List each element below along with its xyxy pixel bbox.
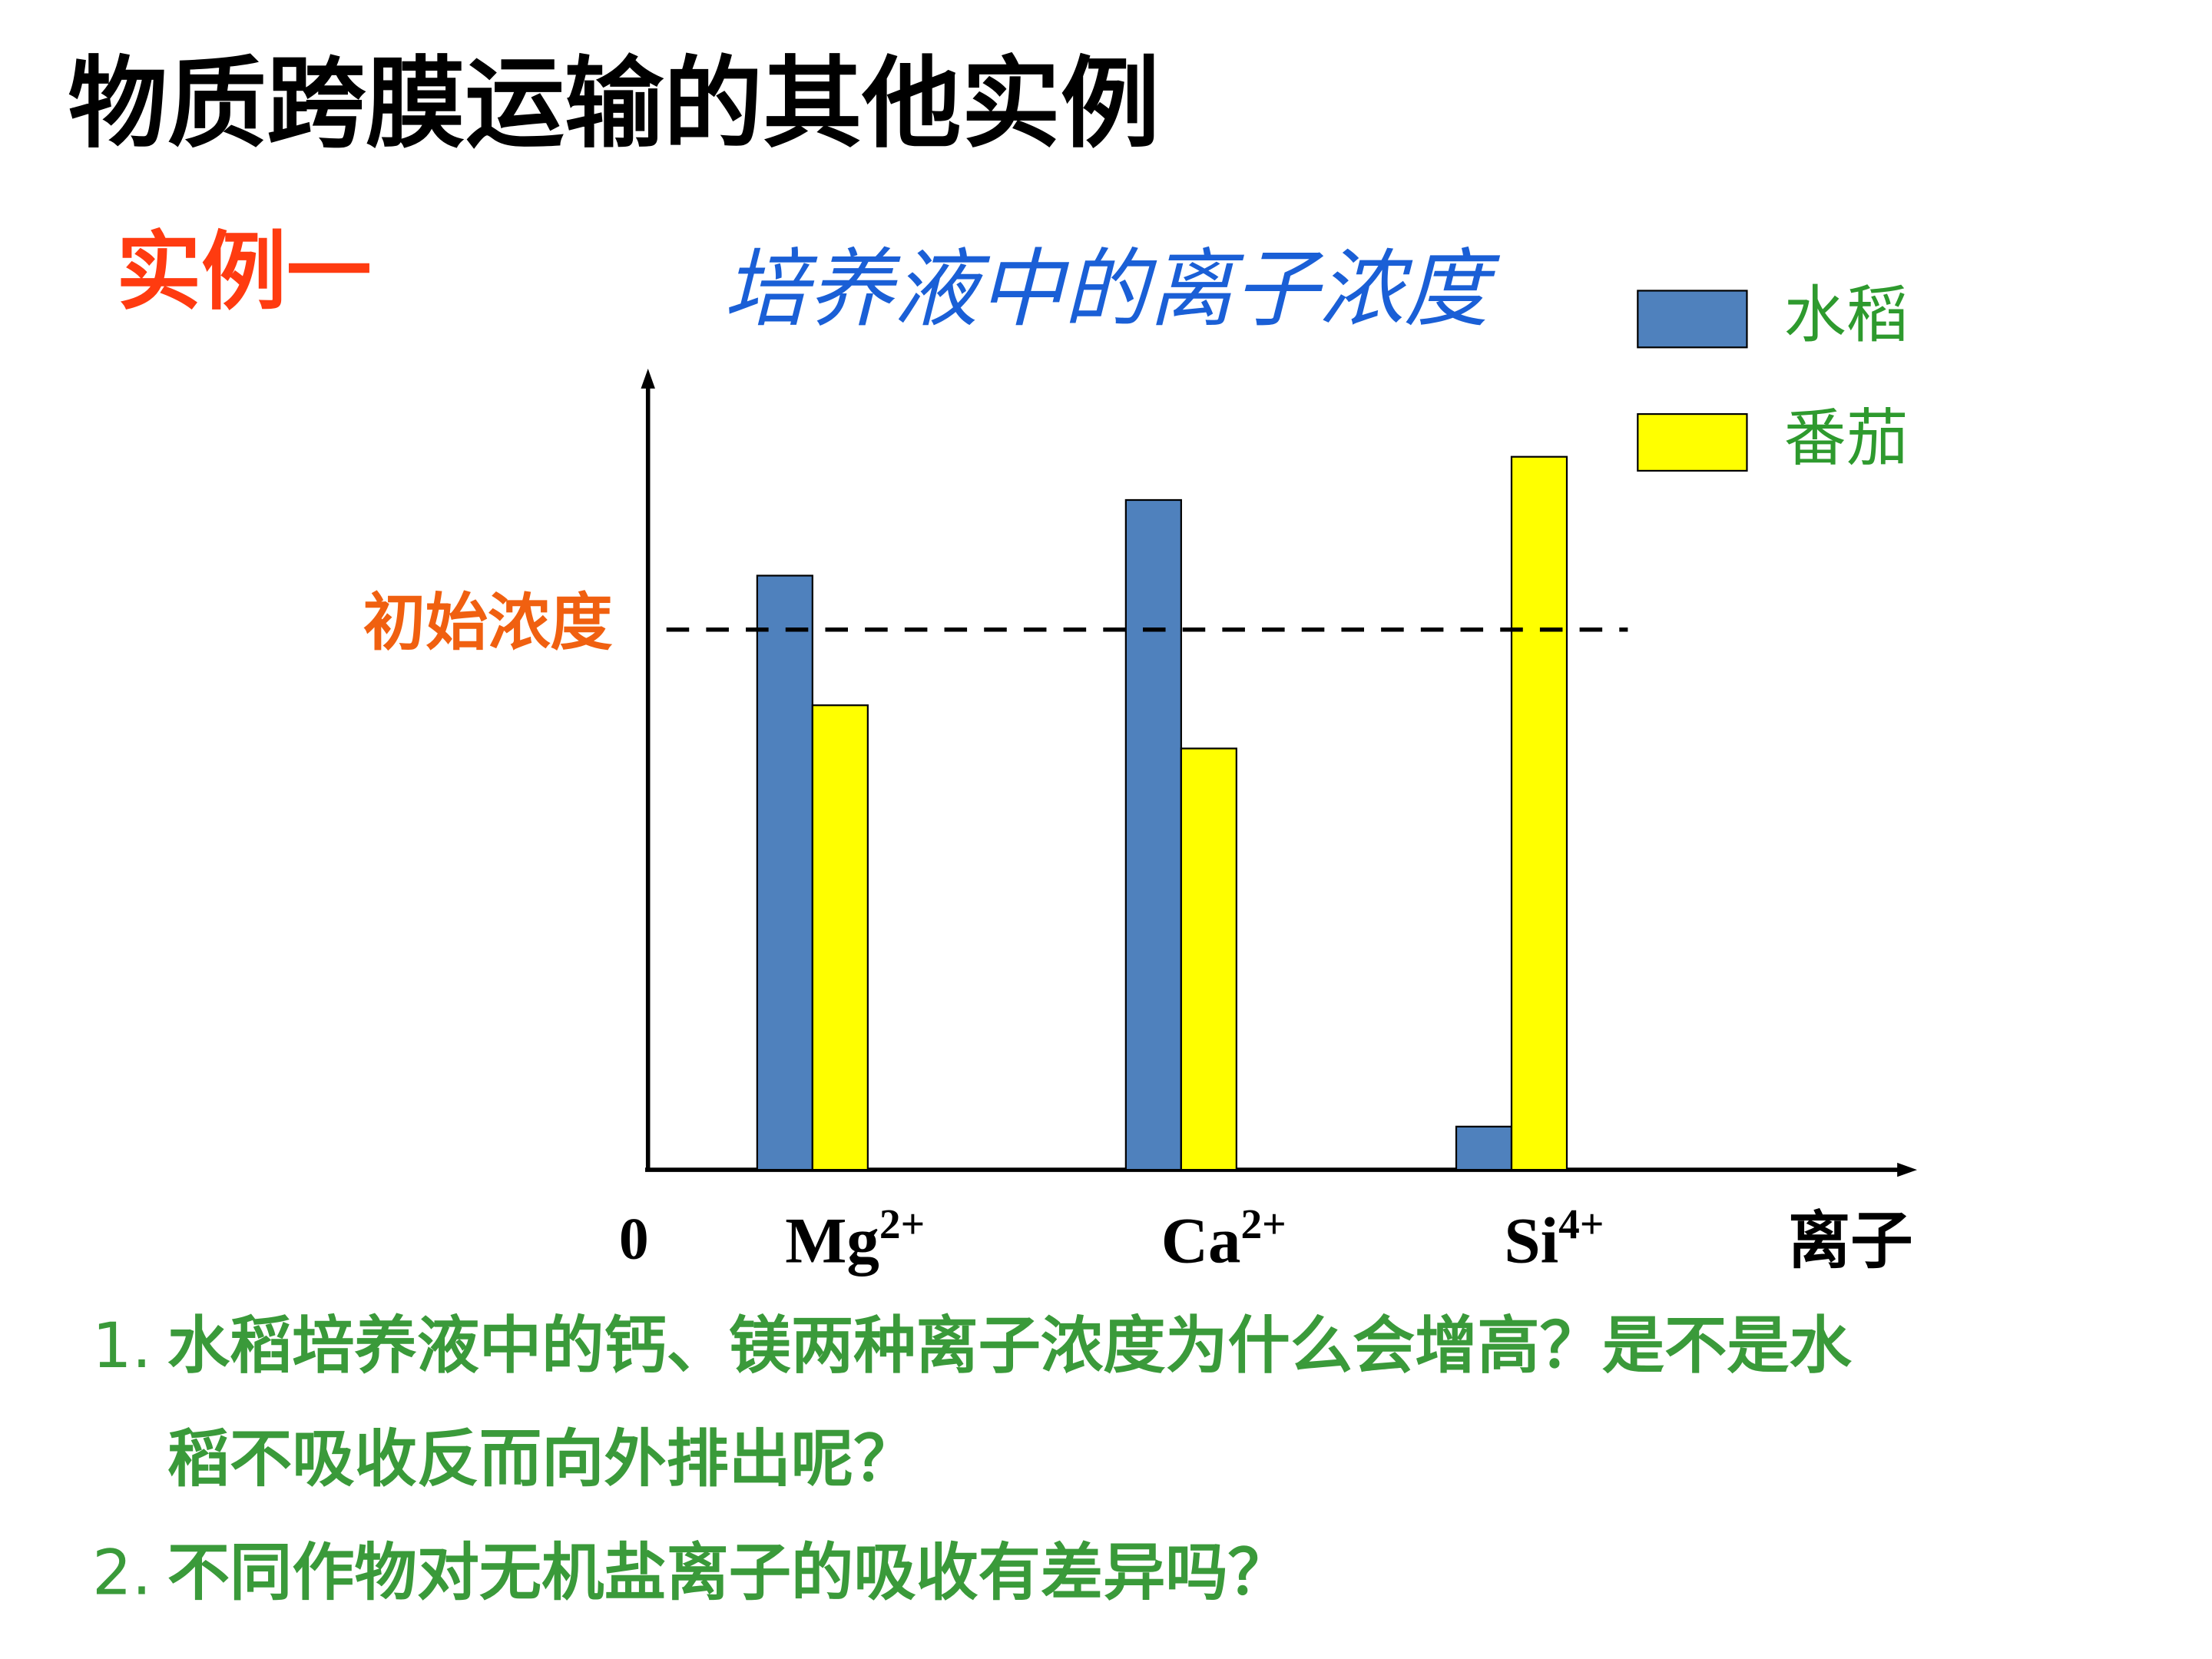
question-number: 1. — [92, 1310, 152, 1382]
bar — [811, 704, 869, 1171]
x-axis-label: 离子 — [1788, 1205, 1912, 1277]
ion-symbol: Mg — [785, 1205, 879, 1277]
origin-label: 0 — [619, 1206, 649, 1272]
ion-symbol: Ca — [1161, 1205, 1241, 1277]
bar — [1510, 455, 1568, 1171]
chart-title: 培养液中的离子浓度 — [724, 240, 1501, 339]
y-arrow — [641, 369, 655, 389]
bar — [756, 575, 813, 1171]
legend-swatch — [1637, 290, 1748, 349]
question-text: 水稻培养液中的钙、镁两种离子浓度为什么会增高？是不是水 — [167, 1310, 1853, 1382]
question-text: 稻不吸收反而向外排出呢？ — [167, 1424, 916, 1496]
legend-swatch — [1637, 412, 1748, 472]
question-text: 不同作物对无机盐离子的吸收有差异吗？ — [167, 1537, 1290, 1609]
x-tick-label: Mg2+ — [785, 1200, 925, 1277]
page-title: 物质跨膜运输的其他实例 — [68, 47, 1160, 162]
x-tick-label: Ca2+ — [1161, 1200, 1286, 1277]
legend-label: 番茄 — [1783, 402, 1908, 475]
bar — [1455, 1125, 1513, 1171]
x-tick-label: Si4+ — [1504, 1200, 1604, 1277]
question-number: 2. — [92, 1537, 152, 1609]
ion-charge: 4+ — [1558, 1200, 1604, 1247]
reference-label: 初始浓度 — [363, 588, 613, 660]
legend-label: 水稻 — [1783, 280, 1908, 352]
ion-charge: 2+ — [879, 1200, 925, 1247]
x-arrow — [1897, 1162, 1917, 1177]
ion-symbol: Si — [1504, 1205, 1558, 1277]
bar — [1180, 747, 1237, 1171]
subtitle: 实例一 — [116, 223, 371, 322]
ion-charge: 2+ — [1240, 1200, 1286, 1247]
bar — [1124, 498, 1182, 1171]
